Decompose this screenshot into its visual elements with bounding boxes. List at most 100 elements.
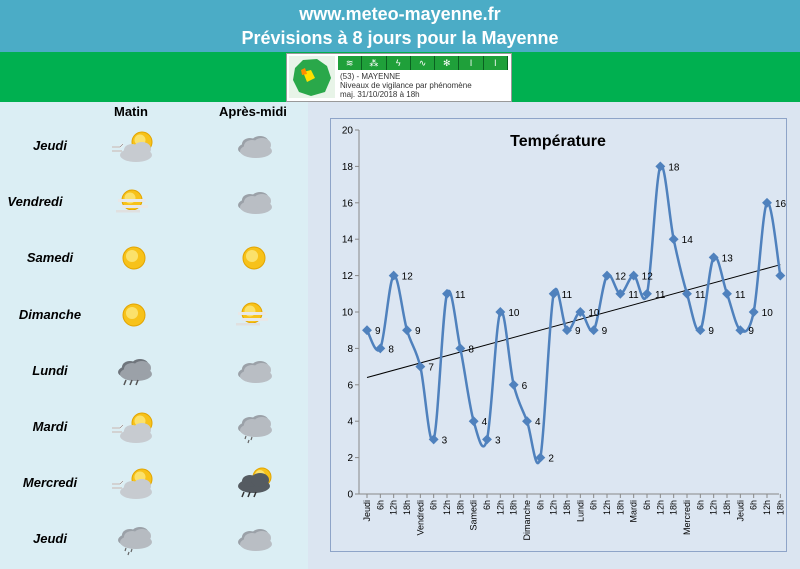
sun-icon	[242, 246, 266, 270]
data-label: 4	[535, 417, 541, 428]
data-label: 12	[402, 272, 414, 283]
y-tick-label: 14	[342, 235, 354, 246]
x-tick-label: 12h	[655, 500, 665, 515]
data-label: 8	[468, 344, 474, 355]
x-tick-label: Mardi	[629, 500, 639, 523]
data-label: 16	[775, 199, 786, 210]
data-point	[748, 307, 759, 317]
data-label: 2	[548, 454, 554, 465]
data-label: 8	[388, 344, 394, 355]
cloud-icon	[238, 192, 272, 214]
page-subtitle: Prévisions à 8 jours pour la Mayenne	[241, 28, 559, 48]
wind-icon: ≋	[338, 56, 363, 70]
cloud-icon	[238, 361, 272, 383]
drizzle-cloud-icon	[238, 415, 272, 444]
sun-fog-icon	[236, 302, 268, 326]
data-label: 11	[455, 290, 466, 301]
day-label: Mardi	[32, 419, 68, 434]
x-tick-label: 18h	[722, 500, 732, 515]
data-label: 3	[442, 435, 448, 446]
temperature-chart: Température 0 2 4 6 8 10 12 14 16 18 20 Jeudi 6h 12h 18…	[330, 118, 787, 552]
sun-icon	[122, 246, 146, 270]
data-label: 6	[522, 381, 528, 392]
vigilance-description: Niveaux de vigilance par phénomène	[340, 81, 472, 90]
chart-title: Température	[510, 133, 606, 150]
day-label: Vendredi	[7, 194, 63, 209]
sun-cloud-wind-icon	[112, 468, 153, 499]
data-point	[482, 434, 492, 445]
data-point	[522, 416, 532, 427]
data-point	[668, 234, 679, 245]
day-label: Lundi	[32, 363, 68, 378]
data-label: 9	[375, 326, 381, 337]
x-tick-label: Samedi	[469, 500, 479, 531]
x-tick-label: 6h	[375, 500, 385, 510]
x-tick-label: 18h	[455, 500, 465, 515]
cloud-icon	[238, 529, 272, 551]
data-point	[588, 325, 599, 336]
data-point	[415, 361, 426, 372]
data-point	[375, 343, 386, 354]
y-tick-label: 6	[347, 380, 353, 391]
data-label: 9	[748, 326, 754, 337]
data-label: 13	[722, 253, 734, 264]
day-label: Mercredi	[22, 475, 78, 490]
data-point	[388, 270, 399, 281]
data-label: 11	[695, 290, 706, 301]
data-label: 7	[428, 363, 434, 374]
data-label: 10	[588, 308, 600, 319]
day-label: Dimanche	[18, 307, 82, 322]
vigilance-widget[interactable]: ≋ ⁂ ϟ ∿ ✻ ǀ ǀ (53) - MAYENNE Niveaux de …	[286, 53, 512, 102]
flood-icon: ∿	[411, 56, 436, 70]
site-title[interactable]: www.meteo-mayenne.fr	[299, 4, 501, 24]
sun-icon	[122, 303, 146, 327]
drizzle-cloud-icon	[118, 527, 152, 556]
x-tick-label: 6h	[695, 500, 705, 510]
x-tick-label: 12h	[549, 500, 559, 515]
france-map-icon	[289, 56, 335, 98]
sun-fog-icon	[116, 189, 148, 213]
y-tick-label: 10	[342, 308, 354, 319]
site-header: www.meteo-mayenne.fr Prévisions à 8 jour…	[0, 0, 800, 52]
data-label: 11	[735, 290, 746, 301]
x-tick-label: Dimanche	[522, 500, 532, 541]
day-label: Jeudi	[33, 138, 67, 153]
data-label: 3	[495, 435, 501, 446]
data-point	[402, 325, 412, 336]
data-label: 4	[482, 417, 488, 428]
x-tick-label: 12h	[442, 500, 452, 515]
data-point	[562, 325, 572, 336]
x-tick-label: Jeudi	[362, 500, 372, 522]
y-tick-label: 12	[342, 271, 354, 282]
x-tick-label: Jeudi	[735, 500, 745, 522]
x-tick-label: 12h	[495, 500, 505, 515]
data-label: 11	[628, 290, 639, 301]
x-tick-label: 18h	[669, 500, 679, 515]
y-tick-label: 20	[342, 126, 354, 137]
data-label: 12	[615, 272, 627, 283]
data-label: 14	[682, 235, 694, 246]
x-tick-label: 6h	[482, 500, 492, 510]
x-tick-label: Vendredi	[415, 500, 425, 536]
x-tick-label: 18h	[615, 500, 625, 515]
thermometer-icon: ǀ	[459, 56, 484, 70]
rain-icon: ⁂	[362, 56, 387, 70]
data-point	[508, 379, 519, 390]
data-point	[362, 325, 372, 336]
data-label: 9	[602, 326, 608, 337]
y-tick-label: 16	[342, 198, 354, 209]
data-point	[735, 325, 746, 336]
x-tick-label: 12h	[389, 500, 399, 515]
data-point	[442, 288, 452, 299]
column-afternoon: Après-midi	[219, 104, 287, 119]
x-tick-label: 18h	[509, 500, 519, 515]
x-tick-label: 12h	[762, 500, 772, 515]
day-label: Samedi	[26, 250, 74, 265]
data-label: 10	[508, 308, 520, 319]
cold-thermometer-icon: ǀ	[484, 56, 508, 70]
data-point	[615, 288, 626, 299]
storm-icon: ϟ	[387, 56, 411, 70]
data-point	[602, 270, 612, 281]
x-tick-label: 6h	[429, 500, 439, 510]
sun-cloud-wind-icon	[112, 131, 153, 162]
